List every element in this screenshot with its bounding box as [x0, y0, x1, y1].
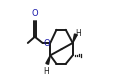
- Text: O: O: [31, 9, 38, 18]
- Text: H: H: [44, 67, 49, 76]
- Text: O: O: [43, 39, 50, 48]
- Polygon shape: [73, 34, 77, 43]
- Polygon shape: [46, 55, 50, 64]
- Text: H: H: [75, 29, 81, 38]
